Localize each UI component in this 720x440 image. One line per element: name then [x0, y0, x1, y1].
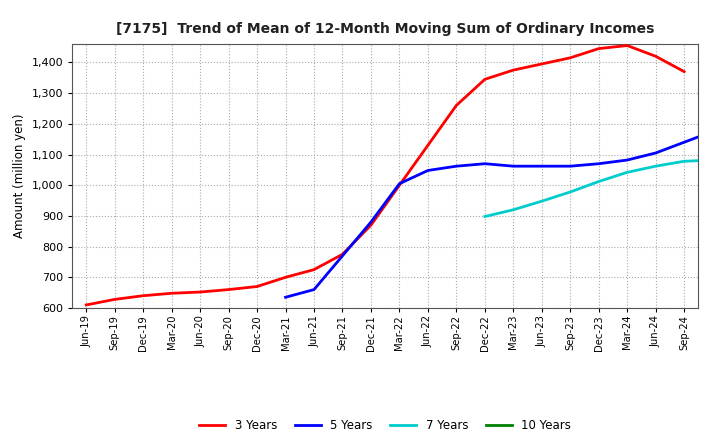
Y-axis label: Amount (million yen): Amount (million yen)	[13, 114, 26, 238]
Title: [7175]  Trend of Mean of 12-Month Moving Sum of Ordinary Incomes: [7175] Trend of Mean of 12-Month Moving …	[116, 22, 654, 36]
Legend: 3 Years, 5 Years, 7 Years, 10 Years: 3 Years, 5 Years, 7 Years, 10 Years	[194, 414, 576, 436]
